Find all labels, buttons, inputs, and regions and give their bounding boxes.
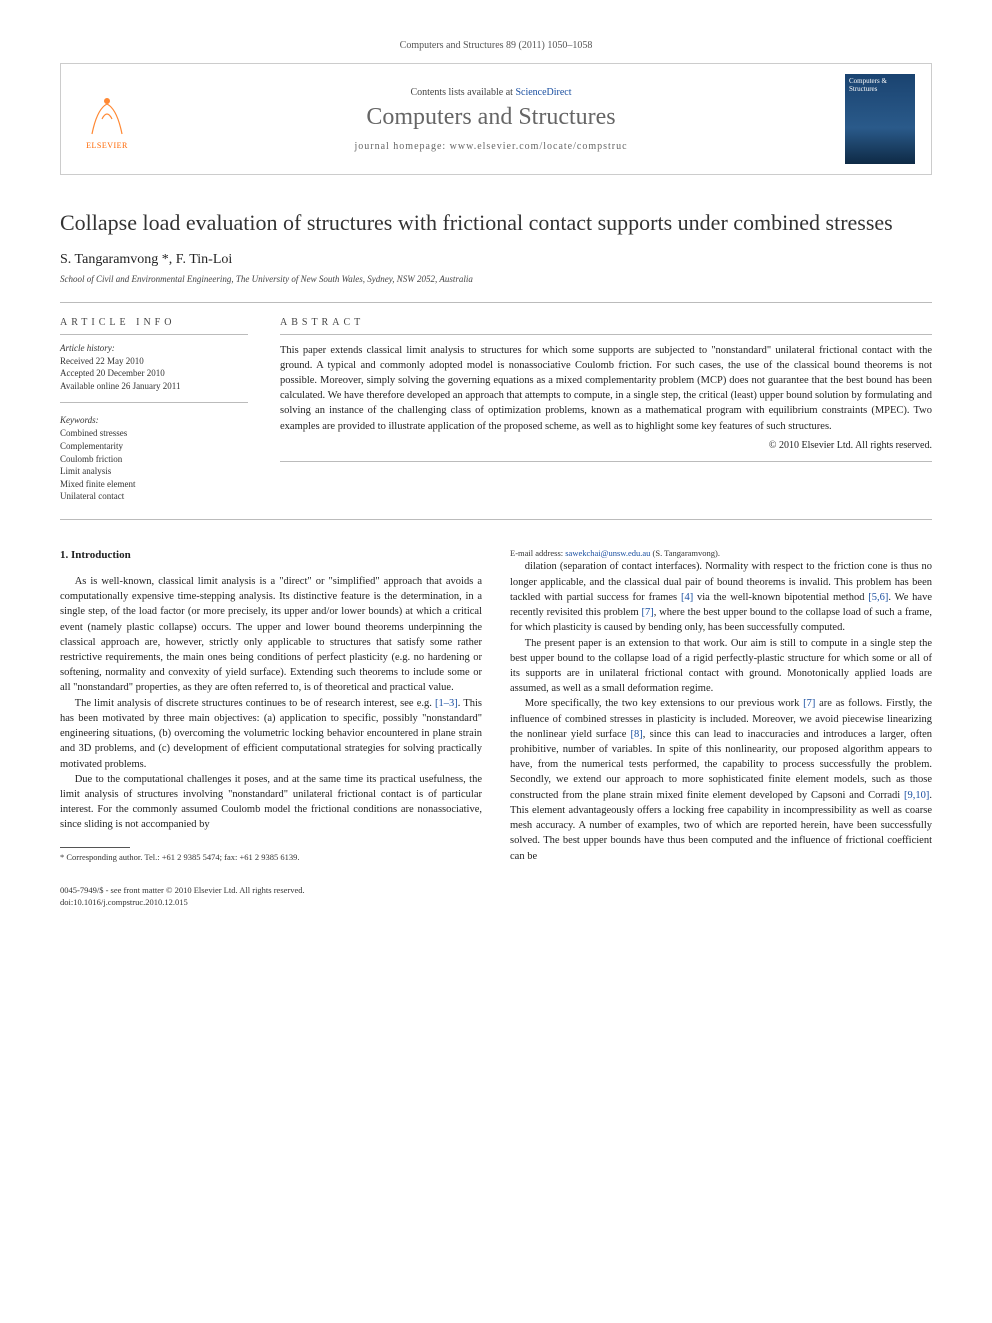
elsevier-text: ELSEVIER	[86, 141, 128, 150]
paragraph: The limit analysis of discrete structure…	[60, 696, 482, 772]
citation-link[interactable]: [7]	[641, 607, 653, 618]
citation-link[interactable]: [8]	[631, 729, 643, 740]
para-text: The limit analysis of discrete structure…	[75, 698, 435, 709]
abstract-text: This paper extends classical limit analy…	[280, 343, 932, 434]
sciencedirect-link[interactable]: ScienceDirect	[515, 87, 571, 98]
history-heading: Article history:	[60, 343, 248, 353]
email-footnote: E-mail address: sawekchai@unsw.edu.au (S…	[510, 548, 932, 559]
journal-name: Computers and Structures	[153, 104, 829, 131]
email-link[interactable]: sawekchai@unsw.edu.au	[565, 548, 650, 558]
paragraph: dilation (separation of contact interfac…	[510, 559, 932, 635]
citation-link[interactable]: [5,6]	[868, 592, 888, 603]
keyword: Limit analysis	[60, 465, 248, 478]
page-footer: 0045-7949/$ - see front matter © 2010 El…	[60, 885, 932, 908]
citation-link[interactable]: [4]	[681, 592, 693, 603]
keyword: Mixed finite element	[60, 478, 248, 491]
body-columns: 1. Introduction As is well-known, classi…	[60, 548, 932, 865]
contents-prefix: Contents lists available at	[410, 87, 515, 98]
citation-link[interactable]: [7]	[803, 698, 815, 709]
article-title: Collapse load evaluation of structures w…	[60, 209, 932, 238]
footnote-rule	[60, 847, 130, 848]
para-text: More specifically, the two key extension…	[525, 698, 803, 709]
contents-available-line: Contents lists available at ScienceDirec…	[153, 87, 829, 98]
elsevier-logo: ELSEVIER	[77, 84, 137, 154]
paragraph: As is well-known, classical limit analys…	[60, 574, 482, 696]
header-citation: Computers and Structures 89 (2011) 1050–…	[60, 40, 932, 51]
citation-link[interactable]: [9,10]	[904, 790, 929, 801]
body-top-divider	[60, 519, 932, 520]
history-online: Available online 26 January 2011	[60, 380, 248, 393]
abstract-copyright: © 2010 Elsevier Ltd. All rights reserved…	[280, 440, 932, 451]
keyword: Unilateral contact	[60, 490, 248, 503]
keyword: Coulomb friction	[60, 453, 248, 466]
doi-line: doi:10.1016/j.compstruc.2010.12.015	[60, 897, 932, 908]
affiliation: School of Civil and Environmental Engine…	[60, 274, 932, 284]
homepage-prefix: journal homepage:	[354, 141, 449, 152]
abstract-label: ABSTRACT	[280, 317, 932, 335]
abstract-divider	[280, 461, 932, 462]
isbn-line: 0045-7949/$ - see front matter © 2010 El…	[60, 885, 932, 896]
homepage-url: www.elsevier.com/locate/compstruc	[450, 141, 628, 152]
abstract-block: ABSTRACT This paper extends classical li…	[280, 317, 932, 503]
paragraph: Due to the computational challenges it p…	[60, 772, 482, 833]
journal-banner: ELSEVIER Contents lists available at Sci…	[60, 63, 932, 175]
divider	[60, 302, 932, 303]
paragraph: The present paper is an extension to tha…	[510, 636, 932, 697]
info-divider	[60, 402, 248, 403]
section-heading: 1. Introduction	[60, 548, 482, 564]
cover-title: Computers & Structures	[849, 78, 911, 93]
paragraph: More specifically, the two key extension…	[510, 696, 932, 863]
para-text: via the well-known bipotential method	[693, 592, 868, 603]
history-received: Received 22 May 2010	[60, 355, 248, 368]
keyword: Combined stresses	[60, 427, 248, 440]
authors: S. Tangaramvong *, F. Tin-Loi	[60, 252, 932, 268]
journal-cover-thumbnail: Computers & Structures	[845, 74, 915, 164]
keyword: Complementarity	[60, 440, 248, 453]
history-accepted: Accepted 20 December 2010	[60, 367, 248, 380]
citation-link[interactable]: [1–3]	[435, 698, 458, 709]
journal-homepage: journal homepage: www.elsevier.com/locat…	[153, 141, 829, 152]
email-suffix: (S. Tangaramvong).	[653, 548, 720, 558]
article-info-label: ARTICLE INFO	[60, 317, 248, 335]
article-info-block: ARTICLE INFO Article history: Received 2…	[60, 317, 248, 503]
email-label: E-mail address:	[510, 548, 563, 558]
corresponding-author-footnote: * Corresponding author. Tel.: +61 2 9385…	[60, 852, 482, 863]
keywords-heading: Keywords:	[60, 415, 248, 425]
meta-row: ARTICLE INFO Article history: Received 2…	[60, 317, 932, 503]
